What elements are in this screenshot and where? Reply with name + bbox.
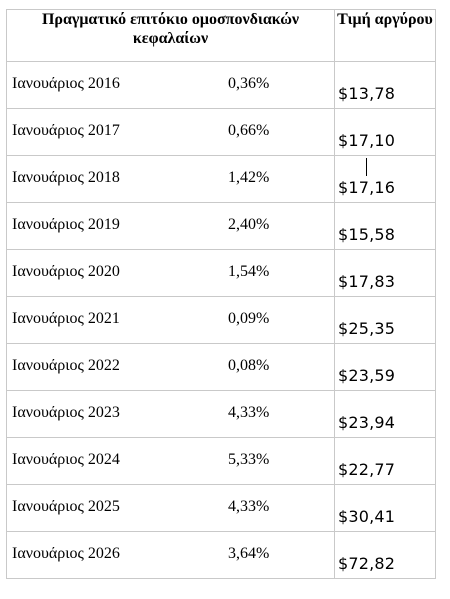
rate-value: 4,33% — [228, 498, 270, 515]
table-row: Ιανουάριος 2020 1,54% $17,83 — [6, 249, 436, 297]
month-label: Ιανουάριος 2018 — [12, 169, 120, 186]
rate-value: 5,33% — [228, 451, 270, 468]
rate-value: 2,40% — [228, 216, 270, 233]
header-silver-price: Τιμή αργύρου — [334, 9, 436, 62]
price-cell: $17,16 — [334, 155, 436, 203]
price-cell: $23,59 — [334, 343, 436, 391]
rates-table: Πραγματικό επιτόκιο ομοσπονδιακών κεφαλα… — [6, 9, 436, 579]
rate-cell: Ιανουάριος 2021 0,09% — [6, 296, 335, 344]
rate-cell: Ιανουάριος 2024 5,33% — [6, 437, 335, 485]
rate-cell: Ιανουάριος 2017 0,66% — [6, 108, 335, 156]
price-value: $72,82 — [338, 554, 396, 573]
rate-value: 0,08% — [228, 357, 270, 374]
price-value: $30,41 — [338, 507, 396, 526]
table-row: Ιανουάριος 2017 0,66% $17,10 — [6, 108, 436, 156]
table-row: Ιανουάριος 2025 4,33% $30,41 — [6, 484, 436, 532]
table-header-row: Πραγματικό επιτόκιο ομοσπονδιακών κεφαλα… — [6, 9, 436, 62]
rate-cell: Ιανουάριος 2022 0,08% — [6, 343, 335, 391]
price-cell: $25,35 — [334, 296, 436, 344]
rate-value: 0,66% — [228, 122, 270, 139]
price-value: $23,59 — [338, 366, 396, 385]
rate-value: 1,54% — [228, 263, 270, 280]
rate-value: 4,33% — [228, 404, 270, 421]
price-cell: $17,10 — [334, 108, 436, 156]
table-row: Ιανουάριος 2023 4,33% $23,94 — [6, 390, 436, 438]
table-row: Ιανουάριος 2021 0,09% $25,35 — [6, 296, 436, 344]
month-label: Ιανουάριος 2024 — [12, 451, 120, 468]
price-value: $22,77 — [338, 460, 396, 479]
month-label: Ιανουάριος 2016 — [12, 75, 120, 92]
price-value: $17,10 — [338, 131, 396, 150]
price-cell: $17,83 — [334, 249, 436, 297]
month-label: Ιανουάριος 2020 — [12, 263, 120, 280]
price-value: $17,16 — [338, 178, 396, 197]
table-row: Ιανουάριος 2022 0,08% $23,59 — [6, 343, 436, 391]
price-cell: $15,58 — [334, 202, 436, 250]
rate-value: 0,36% — [228, 75, 270, 92]
table-row: Ιανουάριος 2026 3,64% $72,82 — [6, 531, 436, 579]
rate-cell: Ιανουάριος 2023 4,33% — [6, 390, 335, 438]
price-cell: $72,82 — [334, 531, 436, 579]
month-label: Ιανουάριος 2019 — [12, 216, 120, 233]
header-real-fed-funds-rate: Πραγματικό επιτόκιο ομοσπονδιακών κεφαλα… — [6, 9, 335, 62]
rate-value: 3,64% — [228, 545, 270, 562]
price-cell: $22,77 — [334, 437, 436, 485]
rate-cell: Ιανουάριος 2018 1,42% — [6, 155, 335, 203]
text-cursor — [366, 158, 367, 176]
table-row: Ιανουάριος 2024 5,33% $22,77 — [6, 437, 436, 485]
month-label: Ιανουάριος 2021 — [12, 310, 120, 327]
rate-value: 1,42% — [228, 169, 270, 186]
table-row: Ιανουάριος 2019 2,40% $15,58 — [6, 202, 436, 250]
price-value: $23,94 — [338, 413, 396, 432]
table-row: Ιανουάριος 2018 1,42% $17,16 — [6, 155, 436, 203]
rate-cell: Ιανουάριος 2019 2,40% — [6, 202, 335, 250]
month-label: Ιανουάριος 2022 — [12, 357, 120, 374]
rate-cell: Ιανουάριος 2020 1,54% — [6, 249, 335, 297]
price-cell: $30,41 — [334, 484, 436, 532]
rate-cell: Ιανουάριος 2025 4,33% — [6, 484, 335, 532]
price-value: $17,83 — [338, 272, 396, 291]
month-label: Ιανουάριος 2025 — [12, 498, 120, 515]
month-label: Ιανουάριος 2017 — [12, 122, 120, 139]
price-cell: $13,78 — [334, 61, 436, 109]
price-cell: $23,94 — [334, 390, 436, 438]
price-value: $13,78 — [338, 84, 396, 103]
price-value: $15,58 — [338, 225, 396, 244]
price-value: $25,35 — [338, 319, 396, 338]
month-label: Ιανουάριος 2023 — [12, 404, 120, 421]
rate-cell: Ιανουάριος 2016 0,36% — [6, 61, 335, 109]
table-row: Ιανουάριος 2016 0,36% $13,78 — [6, 61, 436, 109]
rate-value: 0,09% — [228, 310, 270, 327]
month-label: Ιανουάριος 2026 — [12, 545, 120, 562]
rate-cell: Ιανουάριος 2026 3,64% — [6, 531, 335, 579]
